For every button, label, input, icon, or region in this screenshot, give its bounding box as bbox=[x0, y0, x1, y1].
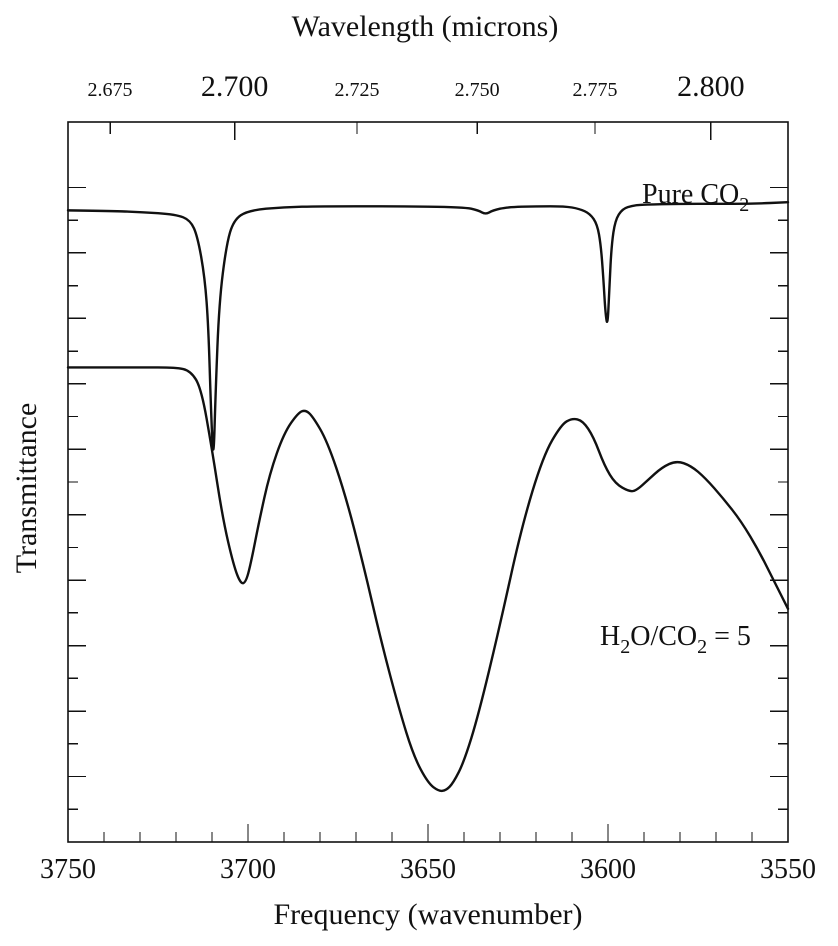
top-axis-title: Wavelength (microns) bbox=[292, 10, 559, 43]
y-axis-title: Transmittance bbox=[10, 403, 43, 574]
series-label-pure-co2: Pure CO2 bbox=[642, 179, 749, 216]
series-line-pure-co2 bbox=[66, 200, 790, 451]
series-label-h2o-co2-a: H bbox=[600, 621, 620, 652]
top-major-tick-label: 2.700 bbox=[201, 70, 269, 103]
series-label-h2o-co2-b-sub: 2 bbox=[697, 636, 707, 658]
top-major-tick-label: 2.800 bbox=[677, 70, 745, 103]
top-minor-tick-label: 2.750 bbox=[455, 79, 500, 101]
series-line-h2o-co2 bbox=[66, 366, 790, 793]
top-minor-tick-label: 2.725 bbox=[334, 79, 379, 101]
plot-frame bbox=[67, 121, 789, 843]
series-label-pure-co2-sub: 2 bbox=[739, 194, 749, 216]
series-label-h2o-co2-b: O/CO bbox=[630, 621, 697, 652]
series-label-pure-co2-main: Pure CO bbox=[642, 179, 739, 210]
bottom-tick-label: 3750 bbox=[40, 854, 96, 885]
axis-ticks: 3750 3700 3650 3600 3550 2.675 2.725 2.750 2.775… bbox=[40, 70, 816, 885]
series-layer bbox=[66, 200, 790, 793]
bottom-tick-label: 3650 bbox=[400, 854, 456, 885]
bottom-tick-label: 3550 bbox=[760, 854, 816, 885]
bottom-tick-label: 3700 bbox=[220, 854, 276, 885]
top-minor-tick-label: 2.775 bbox=[573, 79, 618, 101]
series-label-h2o-co2: H2O/CO2 = 5 bbox=[600, 621, 751, 658]
bottom-tick-label: 3600 bbox=[580, 854, 636, 885]
series-label-h2o-co2-a-sub: 2 bbox=[620, 636, 630, 658]
top-minor-tick-label: 2.675 bbox=[88, 79, 133, 101]
series-label-h2o-co2-c: = 5 bbox=[707, 621, 751, 652]
bottom-axis-title: Frequency (wavenumber) bbox=[273, 898, 582, 931]
